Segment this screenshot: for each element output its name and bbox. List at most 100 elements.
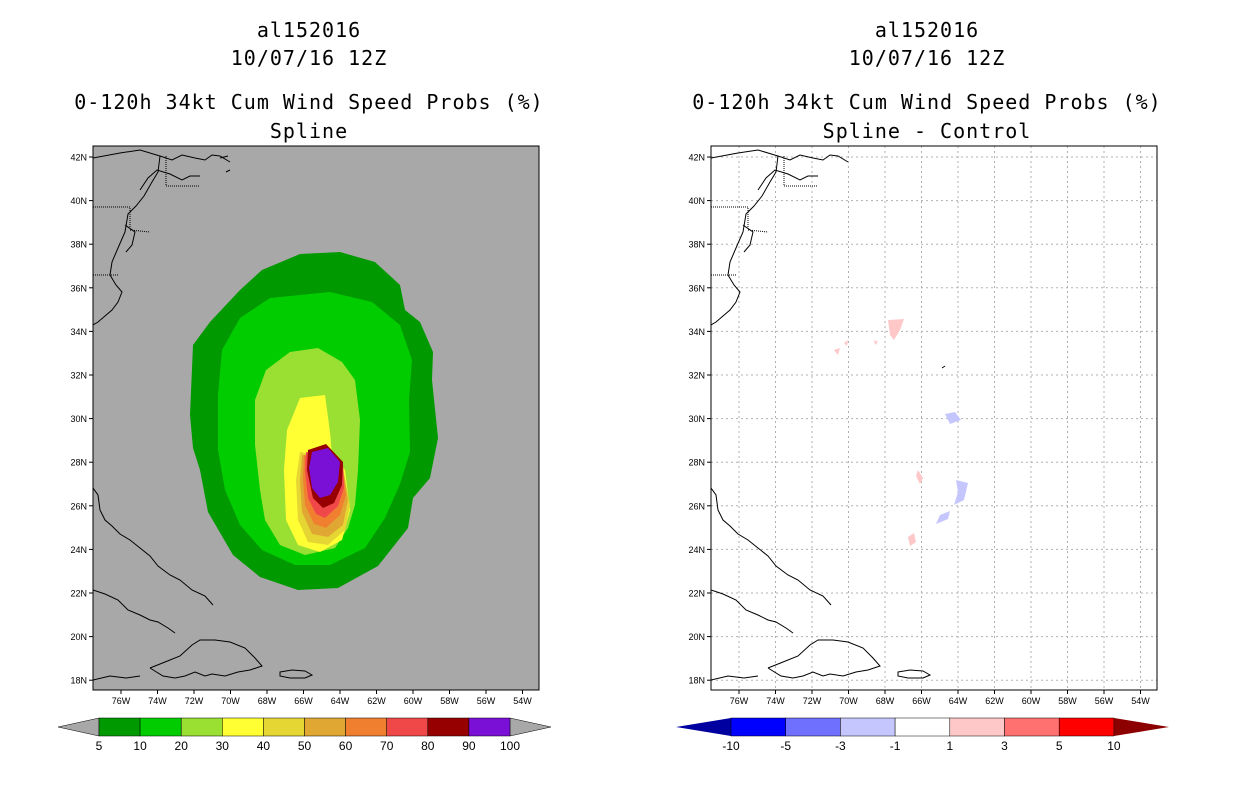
coastlines — [711, 149, 932, 681]
product-title: 0-120h 34kt Cum Wind Speed Probs (%) — [74, 90, 544, 114]
left-panel: al152016 10/07/16 12Z 0-120h 34kt Cum Wi… — [57, 18, 552, 753]
lon-label: 54W — [1131, 696, 1150, 706]
lon-label: 62W — [985, 696, 1004, 706]
lat-label: 28N — [688, 458, 705, 468]
lat-label: 40N — [70, 196, 87, 206]
lon-label: 68W — [876, 696, 895, 706]
diff-blob-pink — [844, 340, 848, 346]
colorbar-box — [139, 717, 182, 737]
colorbar-label: 3 — [1001, 739, 1008, 753]
colorbar-box — [427, 717, 470, 737]
colorbar-label: -3 — [835, 739, 846, 753]
lon-label: 62W — [367, 696, 386, 706]
colorbar-box — [263, 717, 305, 737]
colorbar: -10 -5 -3 -1 1 3 5 10 — [676, 717, 1169, 753]
colorbar-label: 70 — [380, 739, 394, 753]
colorbar-box — [304, 717, 346, 737]
panel-subtitle: Spline - Control — [822, 119, 1032, 143]
diff-blob-pink — [888, 319, 904, 340]
colorbar-box — [1058, 717, 1115, 737]
lon-label: 76W — [730, 696, 749, 706]
lat-label: 30N — [688, 414, 705, 424]
colorbar-label: 80 — [421, 739, 435, 753]
panel-subtitle: Spline — [269, 119, 349, 143]
map-frame — [710, 145, 1158, 691]
diff-blob-pink — [908, 533, 916, 546]
colorbar-low-arrow — [57, 717, 100, 737]
lat-label: 34N — [688, 327, 705, 337]
colorbar-box — [345, 717, 387, 737]
storm-id: al152016 — [874, 18, 980, 42]
lat-label: 38N — [688, 240, 705, 250]
lat-label: 22N — [70, 589, 87, 599]
lon-label: 68W — [258, 696, 277, 706]
lat-label: 26N — [70, 501, 87, 511]
state-borders — [93, 156, 200, 276]
lon-label: 56W — [1095, 696, 1114, 706]
lon-label: 56W — [477, 696, 496, 706]
coastlines — [93, 149, 314, 681]
lat-label: 20N — [70, 632, 87, 642]
colorbar-label: 5 — [96, 739, 103, 753]
lat-ticks: 42N 40N 38N 36N 34N 32N 30N 28N 26N 24N 22N 20N 18N — [688, 153, 711, 686]
lon-label: 66W — [912, 696, 931, 706]
lat-label: 18N — [70, 676, 87, 686]
lon-label: 70W — [839, 696, 858, 706]
lon-ticks: 76W 74W 72W 70W 68W 66W 64W 62W 60W 58W 56W 54W — [730, 690, 1150, 706]
colorbar-low-arrow — [676, 718, 731, 736]
lat-label: 32N — [70, 371, 87, 381]
prob-contour-90-100 — [309, 448, 340, 498]
lon-label: 74W — [766, 696, 785, 706]
diff-blob-pink — [874, 340, 878, 345]
state-borders — [711, 156, 818, 276]
colorbar-box — [1004, 717, 1060, 737]
lat-label: 26N — [688, 501, 705, 511]
colorbar-box — [730, 717, 786, 737]
diff-blob-blue — [954, 480, 968, 505]
lat-label: 32N — [688, 371, 705, 381]
map-background — [711, 146, 1157, 690]
lat-label: 30N — [70, 414, 87, 424]
colorbar-box — [180, 717, 223, 737]
lon-label: 64W — [949, 696, 968, 706]
colorbar-label: 30 — [216, 739, 230, 753]
colorbar-label: -1 — [890, 739, 901, 753]
diff-blob-pink — [916, 470, 923, 484]
lon-label: 58W — [1058, 696, 1077, 706]
colorbar-label: 10 — [133, 739, 147, 753]
right-map-svg: 42N40N38N36N34N32N30N28N26N24N22N20N18N … — [676, 145, 1169, 753]
lon-label: 64W — [331, 696, 350, 706]
storm-id: al152016 — [256, 18, 362, 42]
diff-blob-blue — [936, 511, 950, 524]
lon-label: 60W — [1022, 696, 1041, 706]
lat-label: 36N — [688, 283, 705, 293]
colorbar-label: 90 — [462, 739, 476, 753]
colorbar-label: 60 — [339, 739, 353, 753]
right-panel: al152016 10/07/16 12Z 0-120h 34kt Cum Wi… — [618, 0, 1236, 800]
colorbar-box — [840, 717, 896, 737]
left-map-svg: 42N40N38N36N34N32N30N28N26N24N22N20N18N … — [57, 145, 552, 753]
lon-ticks: 76W 74W 72W 70W 68W 66W 64W 62W 60W 58W 56W 54W — [112, 690, 532, 706]
colorbar-label: 10 — [1107, 739, 1121, 753]
lat-label: 22N — [688, 589, 705, 599]
colorbar-box — [222, 717, 264, 737]
colorbar-label: 1 — [946, 739, 953, 753]
lat-label: 42N — [70, 153, 87, 163]
lat-label: 24N — [688, 545, 705, 555]
colorbar-high-arrow — [509, 717, 552, 737]
gridlines — [711, 146, 1157, 690]
lat-label: 34N — [70, 327, 87, 337]
lon-label: 74W — [148, 696, 167, 706]
map-frame — [92, 145, 540, 691]
lat-label: 38N — [70, 240, 87, 250]
forecast-datetime: 10/07/16 12Z — [230, 46, 388, 70]
lat-label: 28N — [70, 458, 87, 468]
lon-label: 70W — [221, 696, 240, 706]
lat-label: 24N — [70, 545, 87, 555]
colorbar-high-arrow — [1114, 718, 1169, 736]
colorbar-box — [386, 717, 429, 737]
lat-label: 36N — [70, 283, 87, 293]
colorbar-label: 20 — [175, 739, 189, 753]
forecast-datetime: 10/07/16 12Z — [848, 46, 1006, 70]
diff-blob-pink — [834, 348, 840, 355]
